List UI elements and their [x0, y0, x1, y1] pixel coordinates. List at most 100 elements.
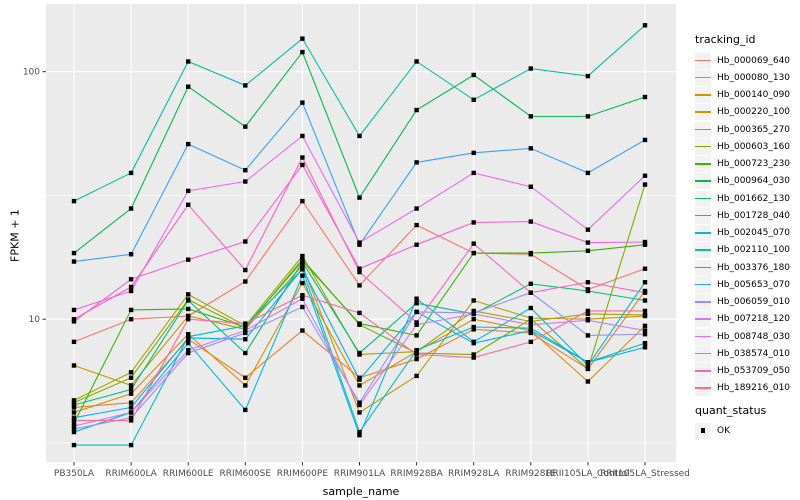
legend-item-label: Hb_000723_230 — [717, 159, 791, 170]
data-point — [357, 400, 362, 405]
legend-key — [695, 69, 711, 86]
line-swatch-icon — [695, 128, 711, 131]
data-point — [186, 59, 191, 64]
data-point — [414, 222, 419, 228]
data-point — [357, 195, 362, 200]
data-point — [243, 83, 248, 88]
data-point — [414, 356, 419, 362]
data-point — [128, 375, 134, 380]
data-point — [300, 133, 305, 139]
data-point — [528, 114, 533, 119]
line-swatch-icon — [695, 283, 711, 286]
gridlines — [46, 4, 676, 462]
legend-item-label: Hb_007218_120 — [717, 314, 791, 325]
line-swatch-icon — [695, 301, 711, 303]
data-point — [186, 317, 191, 322]
x-tick-label: RRIM901LA — [334, 469, 386, 479]
data-point — [243, 350, 248, 356]
data-point — [128, 307, 134, 313]
legend-item-label: Hb_000140_090 — [717, 90, 791, 101]
legend-key — [695, 422, 711, 439]
data-point — [186, 347, 191, 353]
data-point — [414, 352, 419, 357]
line-swatch-icon — [695, 111, 711, 113]
legend-item: Hb_053709_050 — [695, 363, 799, 380]
data-point — [243, 279, 248, 284]
data-point — [585, 288, 591, 294]
legend-item-label: Hb_000080_130 — [717, 72, 791, 83]
data-point — [243, 383, 248, 388]
data-point — [243, 239, 248, 244]
legend-item: Hb_038574_010 — [695, 345, 799, 362]
legend-key — [695, 87, 711, 104]
line-swatch-icon — [695, 145, 711, 148]
x-tick-label: PB350LA — [54, 469, 95, 479]
data-point — [186, 202, 191, 207]
data-point — [642, 312, 648, 318]
legend-item: Hb_003376_180 — [695, 259, 799, 276]
data-point — [528, 219, 533, 224]
data-point — [128, 410, 134, 415]
data-point — [357, 269, 362, 275]
data-point — [585, 363, 591, 368]
data-point — [300, 162, 305, 168]
data-point — [585, 73, 591, 79]
legend-item-label: Hb_006059_010 — [717, 297, 791, 308]
data-point — [585, 379, 591, 384]
data-point — [71, 429, 77, 435]
line-swatch-icon — [695, 197, 711, 200]
legend-item: Hb_000723_230 — [695, 156, 799, 173]
legend-item: Hb_000603_160 — [695, 138, 799, 155]
data-point — [642, 94, 648, 100]
data-point — [414, 322, 419, 327]
data-point — [357, 310, 362, 316]
line-swatch-icon — [695, 266, 711, 269]
data-point — [71, 198, 77, 204]
legend-quant-title: quant_status — [695, 404, 767, 417]
data-point — [128, 170, 134, 176]
data-point — [186, 306, 191, 312]
line-swatch-icon — [695, 180, 711, 182]
legend-item-label: OK — [717, 425, 730, 436]
x-axis-title: sample_name — [322, 485, 400, 498]
data-point — [186, 84, 191, 89]
data-point — [471, 324, 476, 330]
legend-key — [695, 363, 711, 380]
data-point — [186, 141, 191, 147]
data-point — [642, 308, 648, 314]
line-swatch-icon — [695, 94, 711, 96]
data-point — [642, 173, 648, 178]
data-point — [585, 248, 591, 253]
data-point — [300, 198, 305, 204]
data-point — [414, 301, 419, 306]
data-point — [642, 345, 648, 350]
data-point — [642, 280, 648, 285]
data-point — [414, 242, 419, 247]
data-point — [71, 250, 77, 256]
data-point — [414, 309, 419, 315]
legend-item: Hb_000365_270 — [695, 121, 799, 138]
data-point — [300, 296, 305, 301]
data-point — [414, 373, 419, 379]
line-swatch-icon — [695, 76, 711, 79]
legend-item: Hb_002110_100 — [695, 242, 799, 259]
data-point — [243, 323, 248, 329]
data-point — [471, 352, 476, 357]
legend-item: Hb_189216_010 — [695, 380, 799, 397]
panel-background — [46, 4, 676, 462]
data-point — [642, 266, 648, 271]
data-point — [471, 241, 476, 246]
data-point — [71, 418, 77, 423]
data-point — [642, 298, 648, 303]
legend-item-label: Hb_002045_070 — [717, 228, 791, 239]
data-point — [300, 273, 305, 278]
data-point — [642, 328, 648, 333]
data-point — [128, 387, 134, 392]
data-point — [471, 317, 476, 322]
data-point — [128, 415, 134, 420]
data-point — [300, 304, 305, 310]
line-swatch-icon — [695, 370, 711, 372]
data-point — [300, 293, 305, 298]
data-point — [300, 328, 305, 333]
